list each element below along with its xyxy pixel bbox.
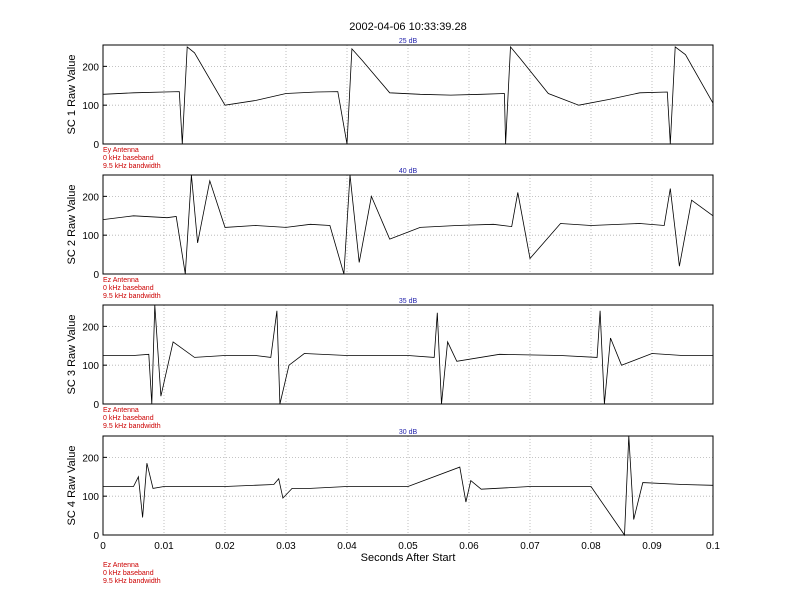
series-line xyxy=(103,304,713,405)
y-tick-label: 100 xyxy=(82,231,99,242)
x-tick-label: 0.03 xyxy=(276,541,296,552)
x-tick-label: 0.01 xyxy=(154,541,174,552)
x-tick-label: 0.1 xyxy=(706,541,720,552)
x-tick-label: 0.09 xyxy=(642,541,662,552)
y-tick-label: 100 xyxy=(82,361,99,372)
chart-title: 2002-04-06 10:33:39.28 xyxy=(349,21,466,33)
annotation-line: Ez Antenna xyxy=(103,277,139,284)
gain-label: 35 dB xyxy=(399,298,418,305)
gain-label: 30 dB xyxy=(399,429,418,436)
y-tick-label: 200 xyxy=(82,192,99,203)
annotation-line: Ez Antenna xyxy=(103,562,139,569)
series-line xyxy=(102,174,714,275)
annotation-line: 0 kHz baseband xyxy=(103,285,154,292)
x-tick-labels: 0 0.01 0.02 0.03 0.04 0.05 0.06 0.07 0.08 0.09 0.1 xyxy=(100,541,720,552)
x-tick-label: 0.07 xyxy=(520,541,540,552)
gain-label: 40 dB xyxy=(399,168,418,175)
y-tick-label: 0 xyxy=(93,400,99,411)
x-tick-label: 0.08 xyxy=(581,541,601,552)
annotation-line: 0 kHz baseband xyxy=(103,155,154,162)
annotation-line: Ez Antenna xyxy=(103,407,139,414)
plot-frame xyxy=(102,304,714,405)
y-tick-label: 200 xyxy=(82,62,99,73)
x-tick-label: 0 xyxy=(100,541,106,552)
x-tick-label: 0.02 xyxy=(215,541,235,552)
annotation-line: 9.5 kHz bandwidth xyxy=(103,578,161,585)
y-tick-label: 100 xyxy=(82,101,99,112)
series-line xyxy=(103,435,714,537)
y-tick-label: 0 xyxy=(93,270,99,281)
y-axis-label: SC 3 Raw Value xyxy=(66,315,78,395)
x-tick-label: 0.06 xyxy=(459,541,479,552)
y-tick-label: 0 xyxy=(93,140,99,151)
plot-frame xyxy=(102,174,714,275)
y-tick-label: 200 xyxy=(82,322,99,333)
y-axis-label: SC 4 Raw Value xyxy=(66,446,78,526)
plot-frame xyxy=(102,44,714,145)
x-axis-label: Seconds After Start xyxy=(361,552,456,564)
x-tick-label: 0.05 xyxy=(398,541,418,552)
annotation-line: 9.5 kHz bandwidth xyxy=(103,293,161,300)
annotation-line: 9.5 kHz bandwidth xyxy=(103,163,161,170)
annotation-line: 0 kHz baseband xyxy=(103,415,154,422)
plot-frame xyxy=(102,435,714,536)
y-axis-label: SC 2 Raw Value xyxy=(66,185,78,265)
x-tick-label: 0.04 xyxy=(337,541,357,552)
annotation-line: Ey Antenna xyxy=(103,147,139,154)
y-tick-label: 200 xyxy=(82,453,99,464)
y-tick-label: 0 xyxy=(93,531,99,542)
annotation-line: 9.5 kHz bandwidth xyxy=(103,423,161,430)
series-line xyxy=(102,45,714,145)
y-tick-label: 100 xyxy=(82,492,99,503)
annotation-line: 0 kHz baseband xyxy=(103,570,154,577)
y-axis-label: SC 1 Raw Value xyxy=(66,55,78,135)
gain-label: 25 dB xyxy=(399,38,418,45)
